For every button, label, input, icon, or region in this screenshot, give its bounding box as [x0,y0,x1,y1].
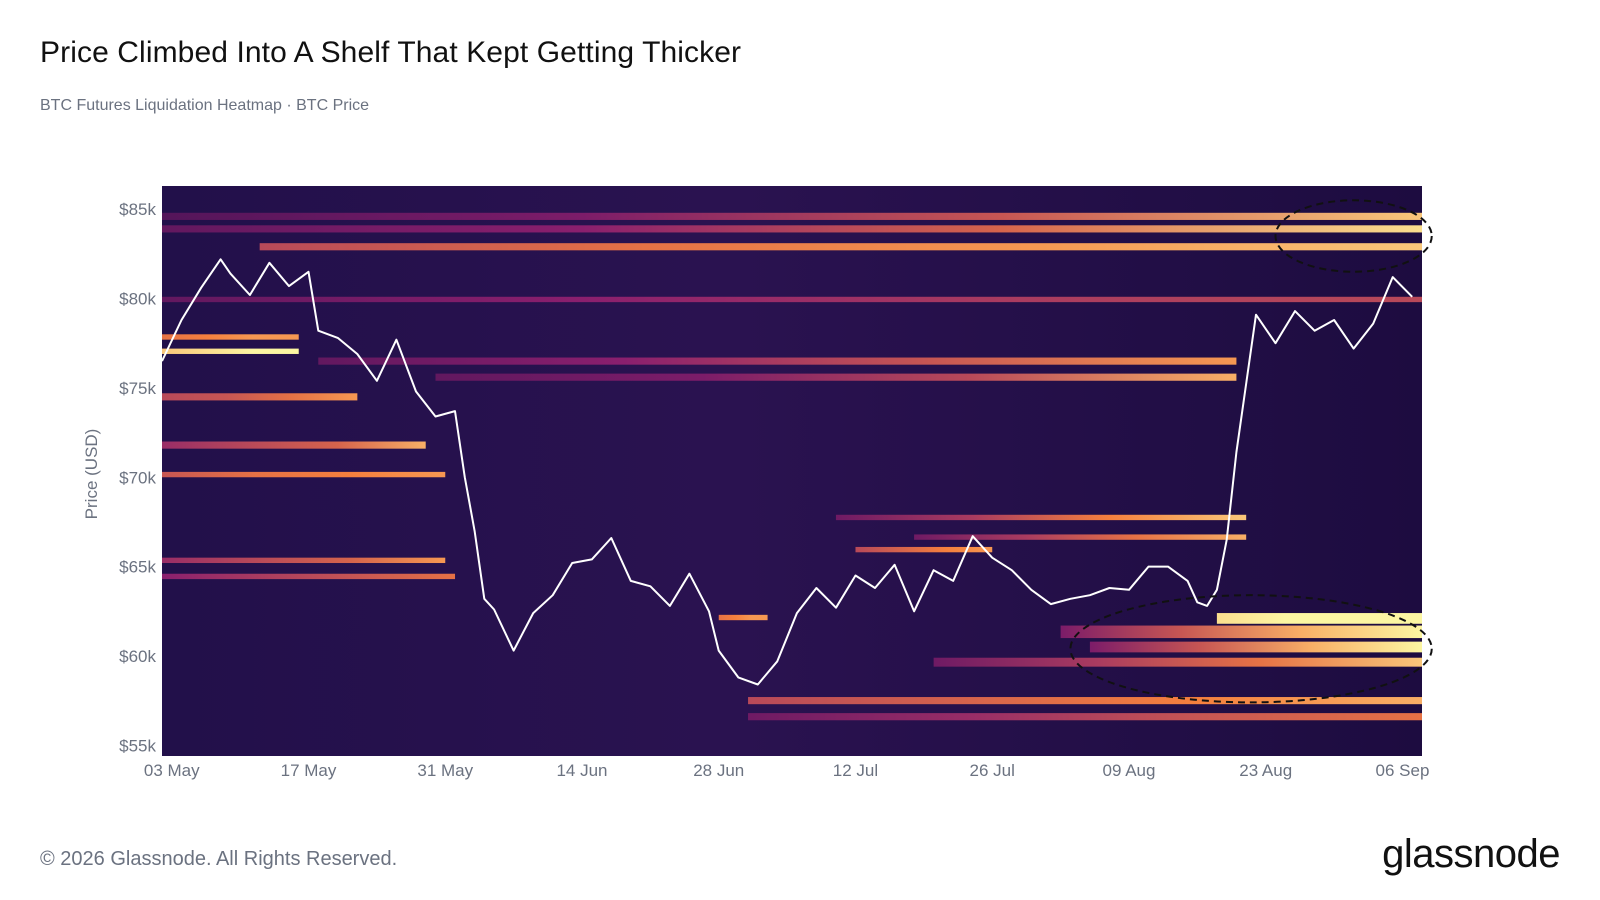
y-tick-label: $85k [119,200,156,219]
heatmap-band [914,534,1247,540]
annotations [1069,199,1433,704]
glassnode-logo[interactable]: glassnode [1382,832,1560,876]
heatmap-band [748,697,1422,705]
heatmap-band [933,657,1422,667]
heatmap-band [162,225,1422,233]
heatmap-band [835,514,1247,521]
copyright-text: © 2026 Glassnode. All Rights Reserved. [40,848,398,870]
heatmap-band [1216,613,1422,624]
y-tick-label: $80k [119,290,156,309]
x-axis: 03 May 17 May 31 May 14 Jun 28 Jun 12 Jul 26 J… [144,761,1430,780]
heatmap-band [435,373,1237,381]
heatmap-band [318,357,1237,365]
annotation-ellipse [1069,594,1433,704]
annotation-ellipse [1274,199,1433,273]
heatmap-band [162,393,358,401]
x-tick-label: 31 May [417,761,473,780]
y-tick-label: $65k [119,558,156,577]
x-tick-label: 09 Aug [1103,761,1156,780]
x-tick-label: 17 May [281,761,337,780]
y-tick-label: $55k [119,736,156,755]
heatmap-band [162,557,446,564]
y-tick-label: $70k [119,468,156,487]
heatmap-band [162,334,299,340]
heatmap-band [1060,625,1422,639]
heatmap-band [162,471,446,478]
price-series [162,258,1413,686]
y-axis-label: Price (USD) [82,429,101,520]
heatmap-band [718,614,768,621]
heatmap-background [162,186,1422,756]
x-tick-label: 28 Jun [693,761,744,780]
heatmap-band [162,441,426,449]
chart-subtitle: BTC Futures Liquidation Heatmap · BTC Pr… [40,97,370,114]
y-tick-label: $75k [119,379,156,398]
x-tick-label: 26 Jul [970,761,1015,780]
heatmap-band [748,713,1422,721]
x-tick-label: 03 May [144,761,200,780]
heatmap-band [259,243,1422,251]
heatmap-band [162,212,1422,220]
btc-price-line [162,258,1413,686]
chart-title: Price Climbed Into A Shelf That Kept Get… [40,36,742,69]
x-tick-label: 23 Aug [1239,761,1292,780]
heatmap-band [162,348,299,354]
x-tick-label: 06 Sep [1376,761,1430,780]
x-tick-label: 12 Jul [833,761,878,780]
y-axis: Price (USD) $55k $60k $65k $70k $75k $80k $85k [82,200,156,755]
heatmap-band [855,546,993,553]
x-tick-label: 14 Jun [556,761,607,780]
heatmap-band [162,573,456,580]
heatmap-bands [162,212,1422,721]
heatmap-band [1089,641,1422,653]
y-tick-label: $60k [119,647,156,666]
heatmap-band [162,296,1422,303]
